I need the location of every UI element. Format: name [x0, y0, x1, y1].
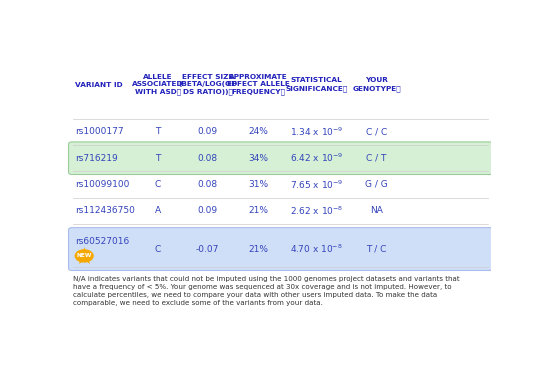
Text: VARIANT ID: VARIANT ID — [75, 82, 123, 88]
Text: EFFECT SIZE
(BETA/LOG(OD
DS RATIO))ⓘ: EFFECT SIZE (BETA/LOG(OD DS RATIO))ⓘ — [178, 74, 237, 95]
Text: A: A — [155, 206, 161, 215]
Text: N/A indicates variants that could not be imputed using the 1000 genomes project : N/A indicates variants that could not be… — [73, 276, 460, 306]
Text: rs10099100: rs10099100 — [75, 180, 129, 189]
Text: T: T — [155, 154, 161, 163]
Text: C / T: C / T — [366, 154, 386, 163]
Text: 4.70 x 10$^{-8}$: 4.70 x 10$^{-8}$ — [290, 243, 343, 255]
FancyBboxPatch shape — [69, 142, 493, 174]
Text: 21%: 21% — [248, 244, 268, 253]
Text: rs716219: rs716219 — [75, 154, 118, 163]
Text: C: C — [155, 244, 161, 253]
Text: 1.34 x 10$^{-9}$: 1.34 x 10$^{-9}$ — [289, 126, 343, 138]
Text: ALLELE
ASSOCIATED
WITH ASDⓘ: ALLELE ASSOCIATED WITH ASDⓘ — [132, 74, 184, 95]
Circle shape — [75, 250, 93, 262]
Text: -0.07: -0.07 — [196, 244, 219, 253]
Text: 0.09: 0.09 — [197, 127, 217, 137]
Text: G / G: G / G — [365, 180, 388, 189]
Text: 21%: 21% — [248, 206, 268, 215]
Text: rs1000177: rs1000177 — [75, 127, 124, 137]
Text: rs60527016: rs60527016 — [75, 237, 129, 246]
Text: 34%: 34% — [248, 154, 268, 163]
Text: 0.08: 0.08 — [197, 180, 217, 189]
Text: T: T — [155, 127, 161, 137]
Text: 0.09: 0.09 — [197, 206, 217, 215]
Text: APPROXIMATE
EFFECT ALLELE
FREQUENCYⓘ: APPROXIMATE EFFECT ALLELE FREQUENCYⓘ — [227, 74, 289, 95]
Text: STATISTICAL
SIGNIFICANCEⓘ: STATISTICAL SIGNIFICANCEⓘ — [285, 78, 347, 92]
Text: NEW: NEW — [76, 253, 92, 259]
Text: C / C: C / C — [366, 127, 387, 137]
Text: T / C: T / C — [366, 244, 386, 253]
Text: 7.65 x 10$^{-9}$: 7.65 x 10$^{-9}$ — [289, 178, 343, 191]
Text: rs112436750: rs112436750 — [75, 206, 135, 215]
Text: 31%: 31% — [248, 180, 268, 189]
Text: 6.42 x 10$^{-9}$: 6.42 x 10$^{-9}$ — [289, 152, 343, 164]
FancyBboxPatch shape — [69, 228, 493, 270]
Text: YOUR
GENOTYPEⓘ: YOUR GENOTYPEⓘ — [352, 78, 401, 92]
Text: C: C — [155, 180, 161, 189]
Text: 24%: 24% — [249, 127, 268, 137]
Text: 2.62 x 10$^{-8}$: 2.62 x 10$^{-8}$ — [289, 204, 343, 217]
Text: NA: NA — [370, 206, 383, 215]
Point — [80, 253, 88, 259]
Text: 0.08: 0.08 — [197, 154, 217, 163]
